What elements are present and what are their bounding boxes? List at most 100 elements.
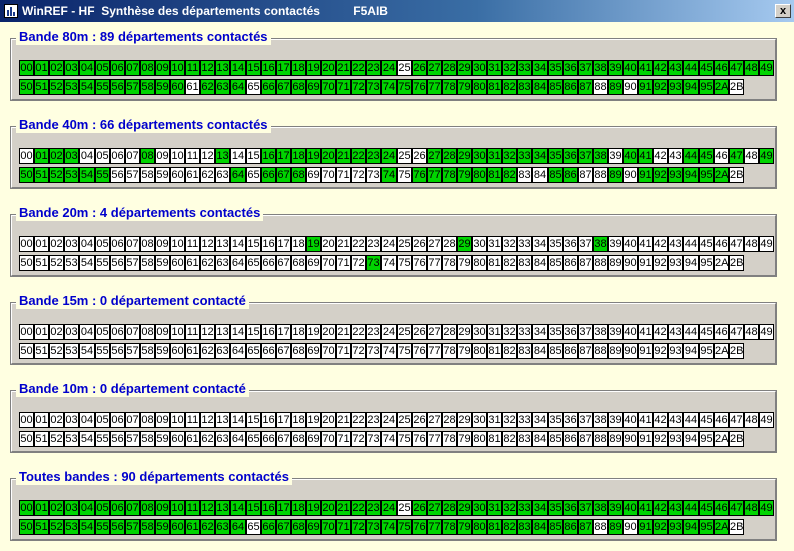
department-cell: 85 [548,79,563,95]
department-cell: 85 [548,343,563,359]
department-cell: 69 [306,255,321,271]
department-cell: 03 [64,500,79,516]
department-cell: 17 [276,148,291,164]
department-cell: 67 [276,79,291,95]
department-cell: 70 [321,519,336,535]
department-cell: 60 [170,167,185,183]
department-cell: 13 [215,412,230,428]
department-cell: 59 [155,431,170,447]
department-cell: 03 [64,324,79,340]
department-cell: 77 [427,255,442,271]
department-cell: 03 [64,60,79,76]
department-cell: 63 [215,431,230,447]
department-cell: 26 [412,148,427,164]
department-cell: 95 [699,255,714,271]
department-cell: 81 [487,255,502,271]
department-cell: 66 [261,167,276,183]
department-cell: 90 [623,79,638,95]
department-cell: 2B [729,255,744,271]
department-cell: 22 [351,324,366,340]
department-cell: 72 [351,167,366,183]
department-cell: 83 [517,343,532,359]
department-cell: 08 [140,500,155,516]
department-cell: 34 [532,148,548,164]
department-cell: 73 [366,167,381,183]
department-cell: 76 [412,519,427,535]
department-cell: 42 [653,148,668,164]
department-cell: 54 [79,519,95,535]
department-cell: 09 [155,60,170,76]
department-cell: 36 [563,236,578,252]
department-cell: 50 [19,519,34,535]
department-cell: 43 [668,236,683,252]
department-cell: 40 [623,324,638,340]
department-cell: 52 [49,167,64,183]
department-cell: 47 [729,500,744,516]
department-cell: 18 [291,60,306,76]
close-button[interactable]: x [775,4,791,18]
department-cell: 51 [34,167,49,183]
department-cell: 32 [502,148,517,164]
department-cell: 12 [200,236,215,252]
department-cell: 08 [140,60,155,76]
department-cell: 36 [563,500,578,516]
department-cell: 62 [200,431,215,447]
department-cell: 23 [366,412,381,428]
department-cell: 71 [336,79,351,95]
department-cell: 39 [608,236,623,252]
department-cell: 87 [578,519,593,535]
department-cell: 79 [457,519,472,535]
window-title: WinREF - HF Synthèse des départements co… [22,4,388,18]
department-cell: 43 [668,60,683,76]
department-cell: 28 [442,148,457,164]
department-cell: 68 [291,167,306,183]
department-cell: 00 [19,60,34,76]
department-cell: 48 [744,60,759,76]
department-cell: 29 [457,324,472,340]
department-cell: 72 [351,519,366,535]
department-cell: 78 [442,519,457,535]
department-cell: 93 [668,255,683,271]
department-cell: 04 [79,236,95,252]
department-cell: 28 [442,236,457,252]
department-cell: 66 [261,431,276,447]
department-cell: 15 [246,236,261,252]
department-cell: 79 [457,79,472,95]
department-cell: 16 [261,324,276,340]
department-cell: 08 [140,324,155,340]
department-cell: 26 [412,60,427,76]
department-cell: 89 [608,519,623,535]
department-cell: 59 [155,79,170,95]
department-cell: 62 [200,79,215,95]
department-cell: 78 [442,255,457,271]
department-cell: 57 [125,79,140,95]
band-panel: Bande 80m : 89 départements contactés 00 0… [10,29,777,101]
department-cell: 15 [246,324,261,340]
department-cell: 21 [336,60,351,76]
department-cell: 41 [638,148,653,164]
department-cell: 34 [532,236,548,252]
department-cell: 66 [261,519,276,535]
department-cell: 69 [306,343,321,359]
department-cell: 16 [261,60,276,76]
department-cell: 70 [321,343,336,359]
department-cell: 88 [593,519,608,535]
department-cell: 94 [683,167,699,183]
department-cell: 61 [185,255,200,271]
department-cell: 84 [532,431,548,447]
app-icon[interactable] [4,4,18,18]
department-cell: 62 [200,519,215,535]
department-cell: 37 [578,148,593,164]
department-cell: 50 [19,79,34,95]
department-cell: 68 [291,343,306,359]
department-cell: 39 [608,324,623,340]
department-cell: 02 [49,412,64,428]
department-cell: 53 [64,431,79,447]
department-cell: 34 [532,324,548,340]
department-cell: 11 [185,60,200,76]
department-cell: 02 [49,60,64,76]
department-cell: 75 [397,519,412,535]
department-cell: 2B [729,167,744,183]
department-cell: 53 [64,167,79,183]
department-cell: 57 [125,255,140,271]
